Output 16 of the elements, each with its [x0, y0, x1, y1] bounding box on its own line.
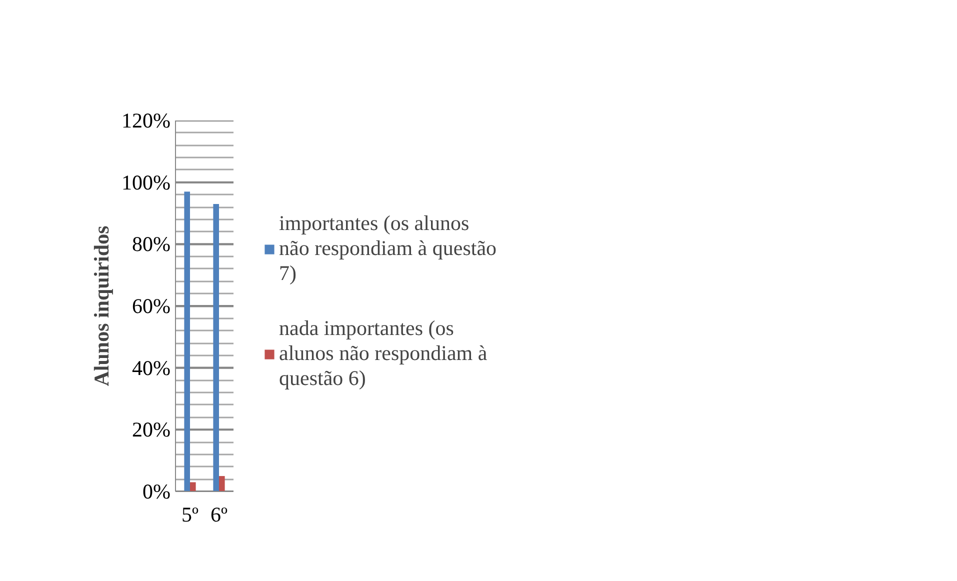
y-tick-label: 20% [132, 418, 171, 442]
y-tick-label: 60% [132, 294, 171, 318]
y-tick-label: 80% [132, 232, 171, 256]
bar [184, 192, 190, 492]
y-axis-title: Alunos inquiridos [90, 226, 114, 386]
y-tick-label: 100% [122, 170, 171, 194]
x-tick-label: 6º [210, 502, 228, 526]
legend-label: importantes (os alunos não respondiam à questão 7) [279, 211, 497, 286]
bar [213, 204, 219, 492]
x-tick-label: 5º [181, 502, 199, 526]
y-tick-label: 40% [132, 356, 171, 380]
legend-label: nada importantes (os alunos não respondiam à questão 6) [279, 316, 488, 391]
bar [190, 482, 196, 492]
bar [219, 476, 225, 492]
y-tick-label: 0% [142, 480, 171, 504]
y-tick-label: 120% [122, 108, 171, 132]
